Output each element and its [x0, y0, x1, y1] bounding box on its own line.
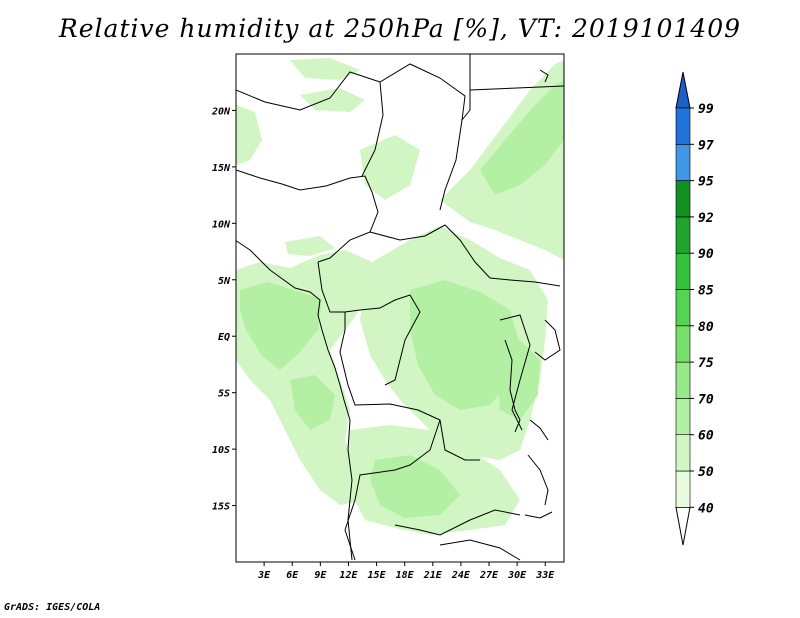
humidity-region-north-patch — [290, 58, 360, 80]
border-line — [317, 261, 411, 313]
humidity-region-north-patch-3 — [360, 135, 420, 200]
colorbar-segment — [675, 144, 691, 181]
colorbar-label: 50 — [698, 465, 714, 480]
lon-tick-label: 24E — [451, 570, 471, 581]
colorbar-segment — [675, 252, 691, 290]
lon-tick-label: 9E — [314, 570, 327, 581]
border-line — [461, 54, 471, 121]
lake-outline — [529, 419, 549, 441]
humidity-region-west-core — [240, 282, 322, 370]
colorbar-label: 80 — [698, 320, 714, 335]
colorbar-segment — [675, 361, 691, 399]
lat-tick-label: 15N — [212, 163, 231, 174]
grads-credit: GrADS: IGES/COLA — [4, 602, 101, 613]
border-line — [236, 169, 379, 263]
border-line — [339, 312, 480, 461]
colorbar-segment — [675, 325, 691, 363]
colorbar-segment — [675, 107, 691, 145]
border-line — [469, 85, 564, 91]
lake-outline — [527, 454, 549, 506]
colorbar-label: 95 — [698, 175, 714, 190]
colorbar-label: 92 — [698, 211, 714, 226]
colorbar-top-triangle — [675, 71, 691, 109]
border-line — [344, 419, 441, 561]
lat-tick-label: 5S — [218, 389, 230, 400]
colorbar: 40 50 60 70 75 80 85 90 92 95 97 99 — [675, 71, 714, 546]
humidity-region-west-core-2 — [290, 375, 335, 430]
colorbar-segment — [675, 470, 691, 508]
lon-tick-label: 6E — [286, 570, 299, 581]
lon-tick-label: 3E — [257, 570, 271, 581]
lake-outline — [524, 511, 553, 519]
border-line — [439, 539, 521, 561]
humidity-region-sahel-patch — [285, 236, 335, 256]
lat-tick-label: 5N — [218, 276, 231, 287]
colorbar-label: 90 — [698, 247, 714, 262]
figure-title: Relative humidity at 250hPa [%], VT: 201… — [58, 14, 742, 43]
colorbar-segment — [675, 180, 691, 218]
colorbar-segment — [675, 398, 691, 435]
lon-tick-label: 18E — [396, 570, 415, 581]
border-line — [236, 71, 384, 177]
colorbar-label: 97 — [698, 138, 714, 153]
lat-tick-label: 20N — [211, 106, 231, 117]
border-line — [394, 509, 521, 536]
map-frame — [235, 53, 565, 563]
border-line — [369, 224, 491, 279]
colorbar-bottom-triangle — [675, 506, 691, 546]
colorbar-label: 60 — [698, 429, 714, 444]
colorbar-label: 70 — [698, 392, 714, 407]
colorbar-segment — [675, 434, 691, 472]
lon-tick-label: 21E — [423, 570, 443, 581]
lat-tick-label: 10N — [212, 219, 231, 230]
coastline — [269, 269, 353, 561]
colorbar-label: 99 — [698, 102, 714, 117]
humidity-region-central-core — [410, 280, 520, 410]
border-line — [379, 63, 466, 211]
lon-tick-label: 15E — [368, 570, 387, 581]
political-boundaries — [236, 54, 564, 561]
lon-tick-label: 33E — [535, 570, 555, 581]
latitude-axis: 20N 15N 10N 5N EQ 5S 10S 15S — [211, 106, 236, 513]
border-line — [384, 294, 421, 386]
colorbar-label: 40 — [698, 501, 714, 516]
lon-tick-label: 12E — [339, 570, 358, 581]
border-line — [489, 277, 561, 287]
humidity-region-west-edge — [236, 105, 262, 165]
lake-outline — [539, 69, 549, 83]
border-line — [236, 240, 271, 271]
border-line — [499, 314, 531, 431]
lon-tick-label: 30E — [507, 570, 527, 581]
humidity-region-northeast-core — [480, 80, 564, 195]
lat-tick-label: 15S — [212, 502, 230, 513]
colorbar-label: 75 — [698, 356, 714, 371]
lat-tick-label: 10S — [212, 445, 230, 456]
border-line — [534, 319, 561, 361]
colorbar-segment — [675, 216, 691, 254]
lon-tick-label: 27E — [479, 570, 499, 581]
lat-tick-label: EQ — [218, 332, 230, 343]
humidity-region-north-patch-2 — [300, 88, 365, 112]
lake-outline — [504, 339, 521, 433]
colorbar-label: 85 — [698, 284, 714, 299]
colorbar-segment — [675, 289, 691, 327]
humidity-region-east-core — [495, 340, 540, 420]
longitude-axis: 3E 6E 9E 12E 15E 18E 21E 24E 27E 30E 33E — [257, 562, 555, 581]
